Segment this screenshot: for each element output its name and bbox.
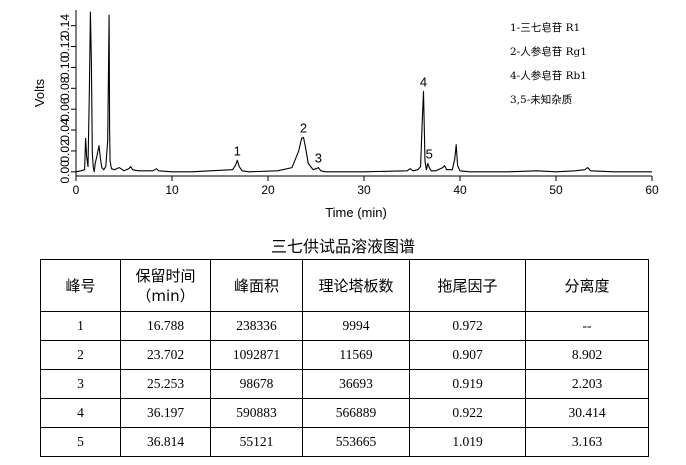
peak-label: 5 xyxy=(426,146,433,161)
x-tick-label: 40 xyxy=(453,183,467,197)
header-retention-time: 保留时间 （min） xyxy=(120,259,211,312)
chromatogram-line xyxy=(75,11,652,173)
header-peak-area: 峰面积 xyxy=(210,259,303,312)
legend-entry: 4-人参皂苷 Rb1 xyxy=(510,69,587,82)
peak-label: 1 xyxy=(234,143,241,158)
y-tick-label: 0.02 xyxy=(58,139,72,163)
cell-tailing-factor: 0.922 xyxy=(409,398,526,428)
figure-caption: 三七供试品溶液图谱 xyxy=(270,237,415,256)
cell-peak-number: 4 xyxy=(40,398,121,428)
cell-resolution: 2.203 xyxy=(525,369,649,399)
cell-theoretical-plates: 566889 xyxy=(302,398,410,428)
table-row: 5 36.814 55121 553665 1.019 3.163 xyxy=(40,427,649,457)
y-axis-label: Volts xyxy=(32,78,47,107)
chart-ticks: 0 10 20 30 40 50 600.000.020.040.060.080.100.1… xyxy=(58,14,659,197)
x-tick-label: 0 xyxy=(73,183,80,197)
header-retention-time-label: 保留时间 xyxy=(135,266,196,285)
cell-peak-area: 55121 xyxy=(210,427,303,457)
header-resolution: 分离度 xyxy=(525,259,649,312)
y-tick-label: 0.08 xyxy=(58,76,72,100)
cell-tailing-factor: 0.972 xyxy=(409,311,526,341)
peak-labels: 1 2 3 4 5 xyxy=(234,74,433,165)
cell-peak-area: 590883 xyxy=(210,398,303,428)
peak-label: 4 xyxy=(420,74,427,89)
peak-label: 2 xyxy=(300,120,307,135)
cell-tailing-factor: 1.019 xyxy=(409,427,526,457)
cell-resolution: 3.163 xyxy=(525,427,649,457)
cell-peak-number: 3 xyxy=(40,369,121,399)
table-row: 3 25.253 98678 36693 0.919 2.203 xyxy=(40,369,649,399)
y-tick-label: 0.04 xyxy=(58,118,72,142)
x-axis-label: Time (min) xyxy=(325,205,387,220)
cell-retention-time: 25.253 xyxy=(120,369,211,399)
cell-peak-number: 5 xyxy=(40,427,121,457)
cell-resolution: 8.902 xyxy=(525,340,649,370)
chart-axes xyxy=(75,10,652,177)
cell-peak-area: 1092871 xyxy=(210,340,303,370)
cell-theoretical-plates: 553665 xyxy=(302,427,410,457)
chromatogram-trace xyxy=(75,11,652,173)
legend-entry: 2-人参皂苷 Rg1 xyxy=(510,45,587,58)
y-tick-label: 0.12 xyxy=(58,35,72,59)
cell-tailing-factor: 0.907 xyxy=(409,340,526,370)
table-row: 2 23.702 1092871 11569 0.907 8.902 xyxy=(40,340,649,370)
peak-label: 3 xyxy=(315,151,322,166)
peak-data-table: 峰号 保留时间 （min） 峰面积 理论塔板数 拖尾因子 分离度 1 16.78… xyxy=(40,259,649,457)
cell-retention-time: 16.788 xyxy=(120,311,211,341)
cell-tailing-factor: 0.919 xyxy=(409,369,526,399)
x-tick-label: 20 xyxy=(261,183,275,197)
table-header-row: 峰号 保留时间 （min） 峰面积 理论塔板数 拖尾因子 分离度 xyxy=(40,259,649,312)
header-tailing-factor: 拖尾因子 xyxy=(409,259,526,312)
y-tick-label: 0.06 xyxy=(58,97,72,121)
y-tick-label: 0.10 xyxy=(58,55,72,79)
table-row: 1 16.788 238336 9994 0.972 -- xyxy=(40,311,649,341)
x-tick-label: 50 xyxy=(549,183,563,197)
cell-retention-time: 23.702 xyxy=(120,340,211,370)
chart-legend: 1-三七皂苷 R1 2-人参皂苷 Rg1 4-人参皂苷 Rb1 3,5-未知杂质 xyxy=(510,21,587,106)
cell-peak-area: 238336 xyxy=(210,311,303,341)
chromatogram-chart: 0 10 20 30 40 50 600.000.020.040.060.080.100.1… xyxy=(32,10,659,220)
cell-peak-number: 2 xyxy=(40,340,121,370)
cell-resolution: 30.414 xyxy=(525,398,649,428)
y-tick-label: 0.00 xyxy=(58,160,72,184)
header-retention-time-unit: （min） xyxy=(136,286,195,305)
x-tick-label: 10 xyxy=(165,183,179,197)
table-row: 4 36.197 590883 566889 0.922 30.414 xyxy=(40,398,649,428)
header-peak-number: 峰号 xyxy=(40,259,121,312)
cell-resolution: -- xyxy=(525,311,649,341)
x-tick-label: 60 xyxy=(645,183,659,197)
cell-peak-area: 98678 xyxy=(210,369,303,399)
legend-entry: 3,5-未知杂质 xyxy=(510,93,572,106)
cell-peak-number: 1 xyxy=(40,311,121,341)
y-tick-label: 0.14 xyxy=(58,14,72,38)
cell-retention-time: 36.197 xyxy=(120,398,211,428)
cell-theoretical-plates: 36693 xyxy=(302,369,410,399)
x-tick-label: 30 xyxy=(357,183,371,197)
cell-theoretical-plates: 9994 xyxy=(302,311,410,341)
cell-theoretical-plates: 11569 xyxy=(302,340,410,370)
header-theoretical-plates: 理论塔板数 xyxy=(302,259,410,312)
cell-retention-time: 36.814 xyxy=(120,427,211,457)
legend-entry: 1-三七皂苷 R1 xyxy=(510,21,580,34)
